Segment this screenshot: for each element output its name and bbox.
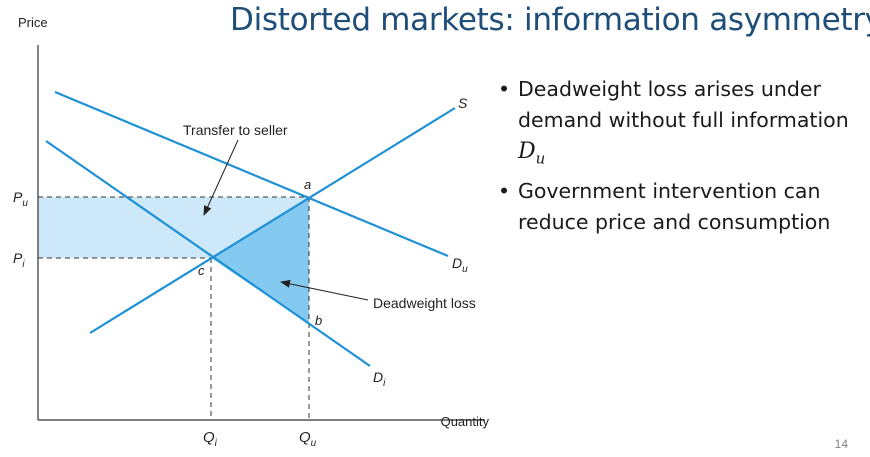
demand-uninformed-curve bbox=[54, 90, 449, 258]
point-b-label: b bbox=[315, 313, 322, 328]
deadweight-loss-region bbox=[211, 197, 309, 324]
bullet-deadweight: Deadweight loss arises under demand with… bbox=[496, 74, 866, 174]
qty-uninformed-label: Qu bbox=[299, 429, 317, 449]
supply-label: S bbox=[458, 95, 468, 111]
x-axis-title: Quantity bbox=[441, 414, 490, 429]
bullet-government-text: Government intervention can reduce price… bbox=[518, 179, 831, 235]
deadweight-annotation: Deadweight loss bbox=[373, 295, 476, 311]
bullet-government: Government intervention can reduce price… bbox=[496, 176, 866, 238]
demand-informed-label: Di bbox=[373, 369, 386, 389]
slide-title: Distorted markets: information asymmetry bbox=[230, 2, 870, 38]
transfer-annotation: Transfer to seller bbox=[183, 122, 288, 138]
transfer-arrow bbox=[203, 139, 239, 216]
y-axis-title: Price bbox=[18, 15, 48, 30]
demand-uninformed-math: Du bbox=[518, 139, 546, 168]
supply-demand-diagram: Price Quantity Pu Pi Qi Qu S Du Di a b c… bbox=[13, 15, 490, 449]
price-informed-label: Pi bbox=[13, 250, 25, 270]
bullet-list: Deadweight loss arises under demand with… bbox=[496, 74, 866, 240]
price-uninformed-label: Pu bbox=[13, 189, 28, 209]
demand-uninformed-label: Du bbox=[452, 255, 468, 275]
page-number: 14 bbox=[834, 437, 848, 451]
point-a-label: a bbox=[304, 177, 311, 192]
point-c-label: c bbox=[198, 263, 205, 278]
bullet-deadweight-text: Deadweight loss arises under demand with… bbox=[518, 77, 849, 132]
qty-informed-label: Qi bbox=[203, 429, 218, 449]
demand-informed-curve bbox=[45, 140, 371, 367]
supply-curve bbox=[89, 107, 456, 334]
deadweight-arrow bbox=[280, 279, 369, 301]
